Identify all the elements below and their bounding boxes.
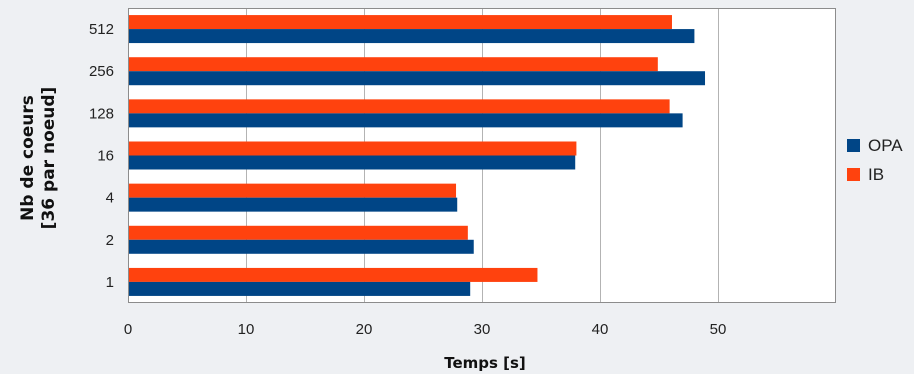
x-axis-title: Temps [s]	[444, 354, 526, 372]
y-tick-label: 256	[89, 63, 114, 80]
x-tick-label: 30	[474, 321, 491, 338]
bar-ib-128	[128, 99, 670, 114]
bar-ib-2	[128, 225, 468, 240]
y-tick-label: 512	[89, 21, 114, 38]
y-tick-label: 2	[106, 232, 114, 249]
legend-label-ib: IB	[868, 165, 884, 184]
legend: OPA IB	[847, 136, 903, 184]
bar-opa-16	[128, 155, 576, 170]
y-tick-labels: 512 256 128 16 4 2 1	[89, 21, 114, 291]
x-tick-label: 20	[356, 321, 373, 338]
legend-label-opa: OPA	[868, 136, 903, 155]
bar-opa-128	[128, 113, 683, 128]
bar-ib-256	[128, 57, 658, 72]
bars	[128, 15, 706, 296]
y-tick-label: 16	[97, 148, 114, 165]
bar-ib-512	[128, 15, 672, 30]
bar-opa-256	[128, 71, 706, 86]
x-tick-label: 0	[124, 321, 132, 338]
x-tick-label: 10	[238, 321, 255, 338]
bar-ib-4	[128, 183, 457, 198]
bar-opa-4	[128, 197, 458, 212]
bar-opa-1	[128, 281, 471, 296]
x-tick-labels: 0 10 20 30 40 50	[124, 321, 727, 338]
legend-swatch-ib	[847, 168, 860, 181]
y-tick-label: 128	[89, 105, 114, 122]
y-axis-title-line: [36 par noeud]	[39, 87, 59, 230]
bar-opa-512	[128, 29, 695, 44]
plot-frame	[128, 8, 836, 303]
legend-swatch-opa	[847, 139, 860, 152]
y-axis-title-line: Nb de coeurs	[18, 95, 38, 221]
y-tick-label: 1	[106, 274, 114, 291]
bar-ib-1	[128, 267, 538, 282]
y-axis-title: Nb de coeurs[36 par noeud]	[18, 87, 59, 230]
bar-ib-16	[128, 141, 577, 156]
x-tick-label: 50	[710, 321, 727, 338]
x-tick-label: 40	[592, 321, 609, 338]
y-tick-label: 4	[106, 190, 114, 207]
bar-opa-2	[128, 239, 474, 254]
